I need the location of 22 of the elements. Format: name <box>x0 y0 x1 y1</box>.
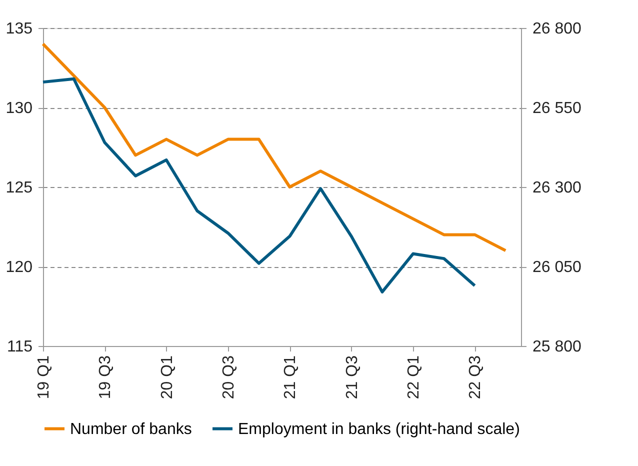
legend-label: Employment in banks (right-hand scale) <box>238 420 520 438</box>
line-series <box>42 42 508 252</box>
x-tick-label: 22 Q1 <box>406 355 423 400</box>
y2-tick-label: 26 800 <box>532 20 582 38</box>
x-tick-label: 20 Q3 <box>220 355 238 400</box>
x-tick-label: 20 Q1 <box>158 355 176 400</box>
y2-tick-label: 26 300 <box>532 180 582 196</box>
x-tick-label: 22 Q3 <box>467 355 484 400</box>
legend-label: Number of banks <box>70 420 192 438</box>
y-tick-label: 120 <box>6 259 33 276</box>
y-tick-label: 135 <box>6 20 33 38</box>
y-tick-label: 125 <box>6 180 33 196</box>
x-tick-label: 21 Q3 <box>344 355 361 400</box>
y2-tick-label: 26 550 <box>532 100 582 117</box>
y2-tick-label: 26 050 <box>532 259 582 276</box>
y-tick-label: 115 <box>6 338 33 356</box>
y2-tick-label: 25 800 <box>532 338 582 356</box>
y-tick-label: 130 <box>6 100 33 117</box>
x-tick-label: 19 Q1 <box>36 355 52 400</box>
x-tick-label: 21 Q1 <box>282 355 300 400</box>
line-series <box>42 77 476 294</box>
x-tick-label: 19 Q3 <box>97 355 114 400</box>
